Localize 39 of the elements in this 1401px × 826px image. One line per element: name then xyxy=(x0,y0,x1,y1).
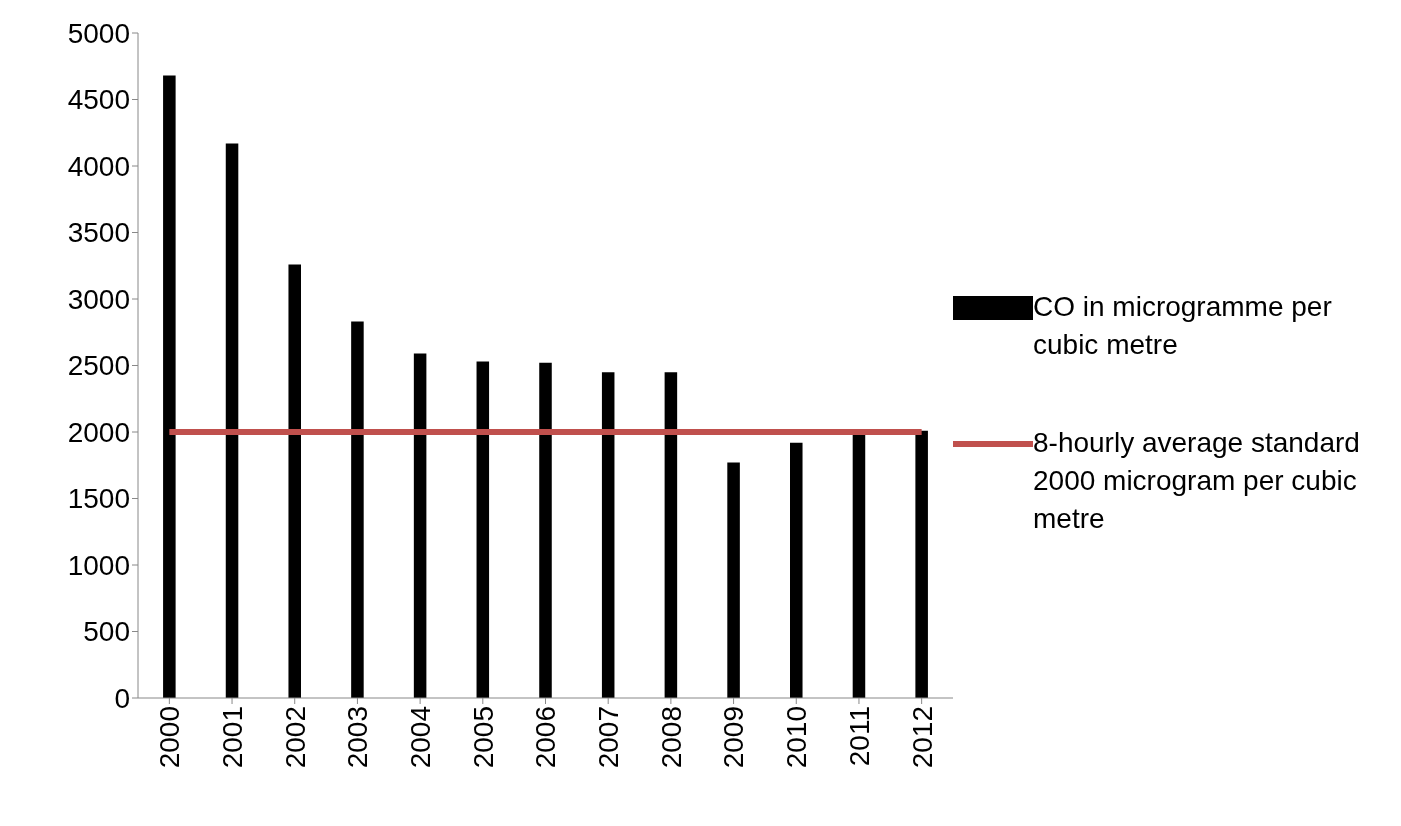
legend-label: CO in microgramme per cubic metre xyxy=(1033,290,1333,362)
x-tick-label: 2010 xyxy=(781,706,813,769)
x-tick-label: 2012 xyxy=(906,706,938,769)
x-tick-label: 2004 xyxy=(405,706,436,769)
bar xyxy=(163,75,176,698)
y-tick-label: 1500 xyxy=(67,483,130,515)
bar xyxy=(915,430,928,698)
x-tick-label: 2005 xyxy=(467,706,499,769)
x-tick-label: 2006 xyxy=(530,706,562,769)
legend-label: 8-hourly average standard 2000 microgram per cubic metre xyxy=(1033,426,1361,536)
bar xyxy=(351,321,364,698)
bar xyxy=(852,432,866,698)
x-tick-label: 2008 xyxy=(655,706,687,769)
y-tick-label: 0 xyxy=(114,682,130,714)
bar xyxy=(288,264,301,698)
bar xyxy=(539,362,552,698)
bar xyxy=(476,361,490,698)
y-tick-label: 3500 xyxy=(67,217,130,249)
y-tick-label: 2500 xyxy=(67,350,130,382)
bar xyxy=(225,143,239,698)
y-tick-label: 2000 xyxy=(67,416,130,448)
y-tick-label: 500 xyxy=(83,616,130,648)
x-tick-label: 2011 xyxy=(843,706,875,767)
y-tick-label: 4500 xyxy=(67,84,130,116)
x-tick-label: 2002 xyxy=(279,706,311,769)
bar xyxy=(601,372,615,698)
bar xyxy=(664,372,678,698)
y-tick-label: 1000 xyxy=(67,549,130,581)
x-tick-label: 2007 xyxy=(593,706,625,769)
bar xyxy=(413,353,427,698)
bar xyxy=(727,462,740,698)
x-tick-label: 2000 xyxy=(154,706,186,769)
y-tick-label: 5000 xyxy=(67,17,130,49)
bar xyxy=(790,442,803,698)
x-tick-label: 2003 xyxy=(342,706,374,769)
x-tick-label: 2009 xyxy=(718,706,750,769)
y-tick-label: 3000 xyxy=(67,283,130,315)
y-tick-label: 4000 xyxy=(67,150,130,182)
x-tick-label: 2001 xyxy=(216,706,248,769)
